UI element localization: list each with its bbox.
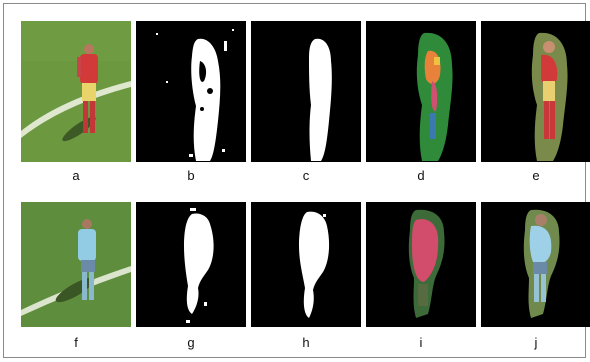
caption-e: e (532, 168, 540, 183)
caption-d: d (417, 168, 425, 183)
panel-h-clean-mask (251, 202, 361, 327)
caption-h: h (302, 335, 310, 350)
panel-f-original-player-blue (21, 202, 131, 327)
panel-b-noisy-mask (136, 21, 246, 162)
figure-frame: a b c d e (3, 3, 590, 358)
image-f (21, 202, 131, 327)
image-a (21, 21, 131, 162)
caption-f: f (74, 335, 78, 350)
panel-a-original-player-red (21, 21, 131, 162)
panel-e-segmented-player (481, 21, 590, 162)
image-c (251, 21, 361, 162)
panel-g-noisy-mask (136, 202, 246, 327)
panel-d-color-segmentation (366, 21, 476, 162)
image-b (136, 21, 246, 162)
image-j (481, 202, 590, 327)
panel-j-segmented-player (481, 202, 590, 327)
caption-b: b (187, 168, 195, 183)
caption-g: g (187, 335, 195, 350)
image-e (481, 21, 590, 162)
caption-a: a (72, 168, 80, 183)
panel-i-color-segmentation (366, 202, 476, 327)
caption-c: c (302, 168, 310, 183)
image-d (366, 21, 476, 162)
image-i (366, 202, 476, 327)
image-g (136, 202, 246, 327)
caption-i: i (419, 335, 423, 350)
panel-c-clean-mask (251, 21, 361, 162)
image-h (251, 202, 361, 327)
caption-j: j (534, 335, 538, 350)
